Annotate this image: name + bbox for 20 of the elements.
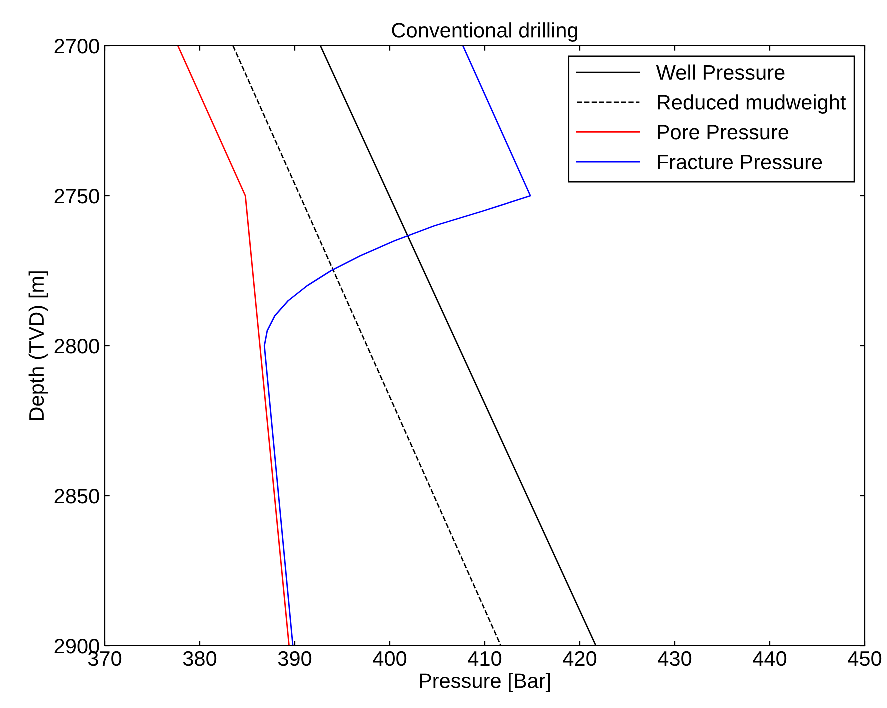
legend-label: Fracture Pressure — [658, 155, 822, 170]
x-tick-label: 450 — [848, 651, 882, 666]
y-tick-label: 2750 — [54, 189, 100, 204]
x-tick-label: 400 — [373, 651, 407, 666]
y-axis-title: Depth (TVD) [m] — [28, 272, 48, 420]
x-tick-label: 410 — [468, 651, 502, 666]
legend-label: Pore Pressure — [658, 125, 789, 140]
legend-label: Well Pressure — [656, 64, 785, 80]
y-tick-label: 2850 — [54, 489, 100, 504]
x-tick-label: 390 — [278, 651, 312, 666]
y-tick-label: 2800 — [54, 339, 100, 354]
y-tick-label: 2700 — [54, 39, 100, 54]
x-tick-label: 430 — [658, 651, 692, 666]
x-axis-title: Pressure [Bar] — [420, 673, 550, 692]
x-tick-label: 380 — [183, 651, 217, 666]
chart-title: Conventional drilling — [392, 22, 578, 42]
line-series — [264, 46, 532, 646]
x-tick-label: 440 — [753, 651, 787, 666]
x-tick-label: 420 — [563, 651, 597, 666]
legend-label: Reduced mudweight — [658, 94, 846, 114]
